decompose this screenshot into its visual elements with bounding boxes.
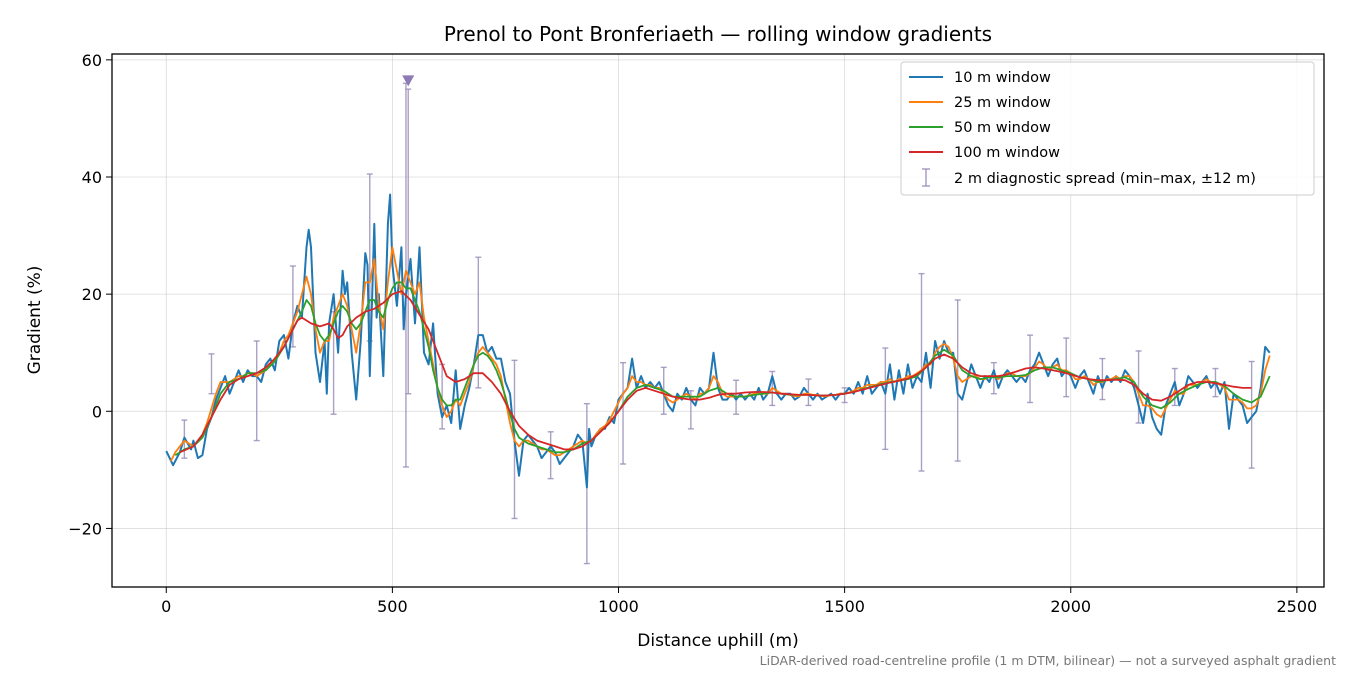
- legend-label-10m: 10 m window: [954, 70, 1051, 86]
- y-tick-label: 20: [82, 285, 102, 304]
- x-tick-label: 1500: [824, 597, 865, 616]
- series-line-2: [169, 246, 1271, 462]
- errorbar: [405, 88, 412, 395]
- chart-title: Prenol to Pont Bronferiaeth — rolling wi…: [444, 22, 992, 46]
- x-tick-label: 1000: [598, 597, 639, 616]
- x-axis-label: Distance uphill (m): [637, 631, 798, 651]
- y-tick-label: 0: [92, 402, 102, 421]
- errorbar: [1063, 337, 1070, 398]
- legend-frame: [900, 61, 1315, 196]
- x-tick-label: 500: [377, 597, 408, 616]
- legend: 10 m window 25 m window 50 m window 100 …: [900, 61, 1315, 196]
- errorbar: [954, 299, 961, 462]
- caption: LiDAR-derived road-centreline profile (1…: [760, 653, 1336, 668]
- x-tick-label: 2500: [1277, 597, 1318, 616]
- legend-label-25m: 25 m window: [954, 95, 1051, 111]
- errorbar: [620, 361, 627, 465]
- errorbar: [253, 340, 260, 442]
- series-line-1: [165, 193, 1271, 489]
- x-tick-label: 2000: [1050, 597, 1091, 616]
- y-tick-label: 60: [82, 51, 102, 70]
- y-tick-label: 40: [82, 168, 102, 187]
- axis-ticks: 0 500 1000 1500 2000 2500 −20 0 20 40 60: [68, 51, 1317, 616]
- axes-frame: [111, 53, 1325, 588]
- legend-label-50m: 50 m window: [954, 120, 1051, 136]
- x-tick-label: 0: [161, 597, 171, 616]
- y-tick-label: −20: [68, 519, 102, 538]
- errorbar: [475, 256, 482, 389]
- errorbar: [547, 431, 554, 480]
- errorbar: [208, 353, 215, 395]
- legend-label-100m: 100 m window: [954, 145, 1060, 161]
- errorbar: [882, 347, 889, 451]
- errorbar: [841, 387, 848, 404]
- errorbar: [1099, 357, 1106, 401]
- series-line-4: [179, 290, 1252, 454]
- plot-area: [165, 75, 1271, 565]
- errorbar: [1248, 360, 1255, 469]
- errorbar: [1135, 350, 1142, 424]
- clipped-marker: [402, 75, 415, 87]
- y-axis-label: Gradient (%): [25, 266, 45, 375]
- legend-swatch-errorbar: [922, 168, 930, 187]
- legend-label-errorbar: 2 m diagnostic spread (min–max, ±12 m): [954, 171, 1256, 187]
